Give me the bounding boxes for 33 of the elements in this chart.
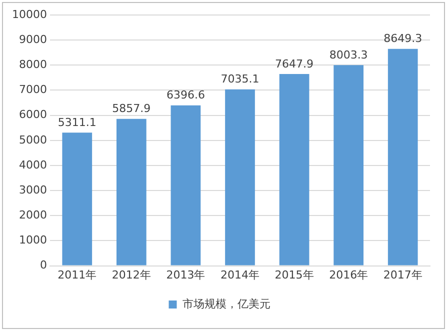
bar [334,65,364,266]
data-label: 5857.9 [112,102,151,116]
x-tick-label: 2016年 [329,268,368,282]
y-tick-label: 10000 [12,8,47,21]
bar [279,74,310,266]
legend-label: 市场规模，亿美元 [182,297,270,310]
y-tick-label: 4000 [18,158,47,172]
data-label: 8649.3 [384,32,422,46]
x-tick-label: 2011年 [58,268,97,282]
y-tick-label: 5000 [18,133,47,146]
bar [170,105,201,266]
bar [388,48,418,266]
x-tick-label: 2015年 [274,268,314,282]
bar [62,132,92,266]
x-tick-label: 2017年 [383,268,422,282]
y-tick-label: 7000 [18,83,47,96]
bar [116,118,146,266]
y-tick-label: 1000 [18,234,47,247]
data-label: 7647.9 [275,57,314,70]
y-tick-label: 9000 [18,32,47,46]
x-tick-label: 2014年 [220,268,260,282]
y-tick-label: 3000 [18,183,47,196]
y-tick-label: 2000 [18,208,47,222]
data-label: 7035.1 [220,72,260,86]
x-tick-label: 2013年 [166,268,206,282]
y-tick-label: 6000 [18,108,47,122]
data-label: 6396.6 [166,88,205,102]
y-tick-label: 0 [40,258,47,272]
data-label: 8003.3 [329,48,368,62]
x-tick-label: 2012年 [112,268,151,282]
y-tick-label: 8000 [18,58,47,72]
data-label: 5311.1 [58,116,96,129]
bar [225,89,255,266]
